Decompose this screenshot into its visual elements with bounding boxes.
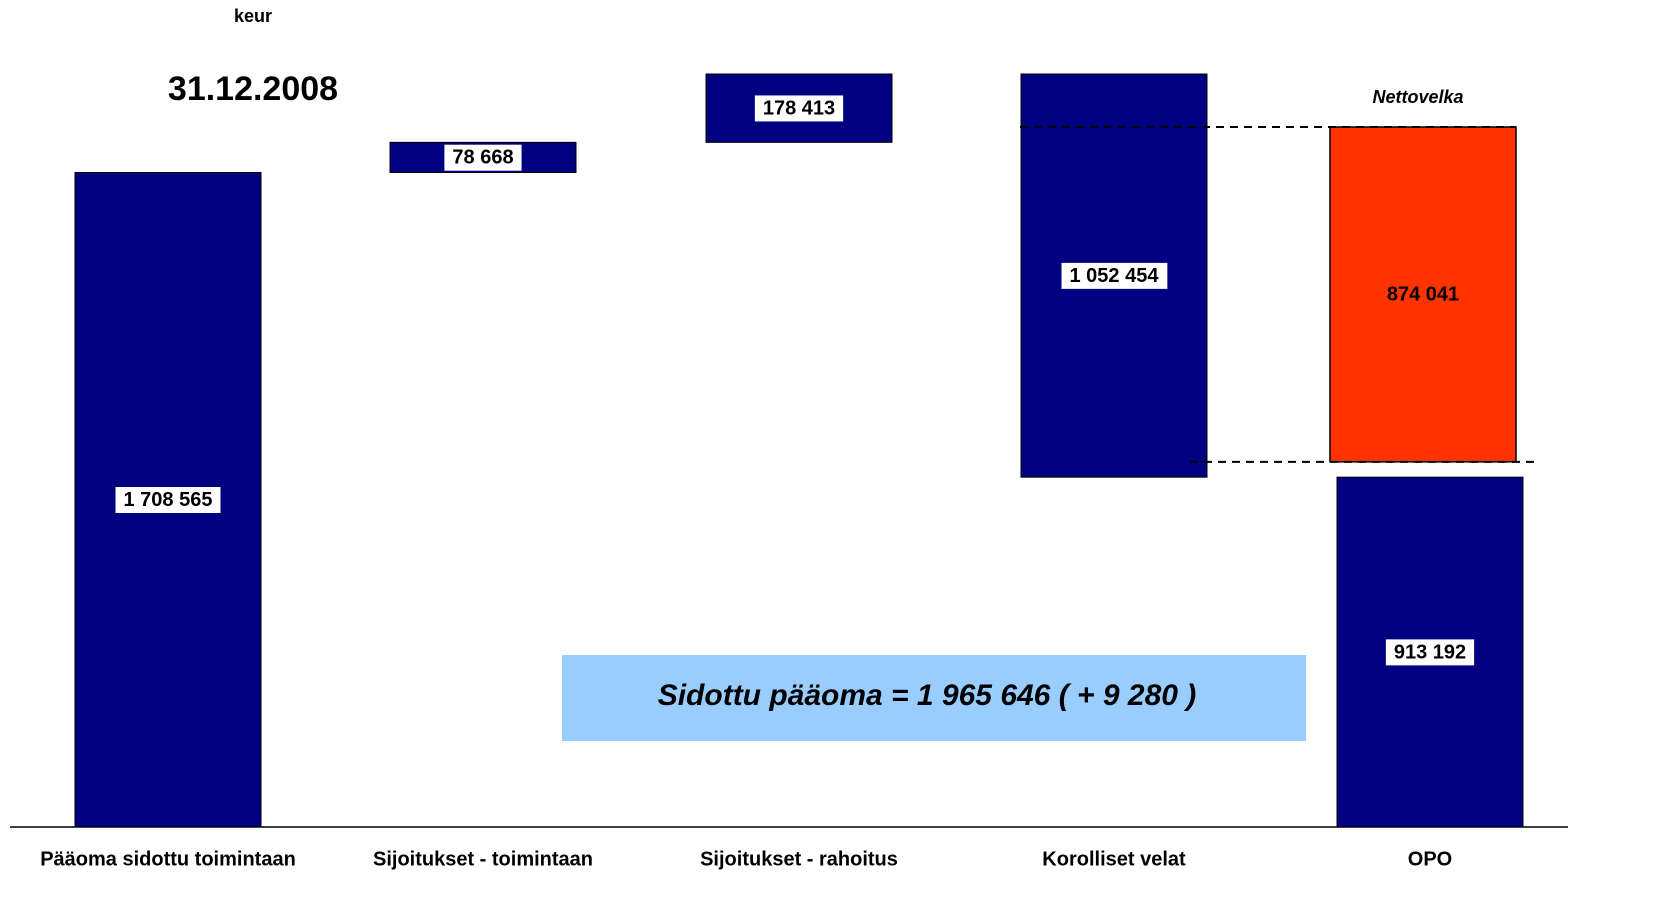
value-label: 78 668 — [452, 147, 513, 169]
net-debt-title: Nettovelka — [1372, 87, 1463, 107]
x-tick-label: Sijoitukset - rahoitus — [700, 848, 898, 870]
value-label: 178 413 — [763, 97, 835, 119]
value-label-box — [754, 95, 844, 122]
x-tick-label: Korolliset velat — [1042, 848, 1186, 870]
value-label: 913 192 — [1394, 641, 1466, 663]
unit-label: keur — [234, 6, 272, 26]
x-tick-label: Pääoma sidottu toimintaan — [40, 848, 296, 870]
annotation-box — [562, 655, 1306, 741]
value-label-box — [1061, 262, 1168, 289]
value-label: 1 708 565 — [124, 489, 213, 511]
value-label: 1 052 454 — [1070, 265, 1160, 287]
value-label: 874 041 — [1387, 284, 1459, 306]
value-label-box — [115, 487, 221, 514]
x-tick-label: OPO — [1408, 848, 1452, 870]
net-debt-bar — [1329, 126, 1517, 463]
chart-title: 31.12.2008 — [168, 70, 338, 108]
value-label-box — [444, 144, 522, 171]
value-label-box — [1385, 639, 1475, 666]
x-tick-label: Sijoitukset - toimintaan — [373, 848, 593, 870]
annotation: Sidottu pääoma = 1 965 646 ( + 9 280 ) — [658, 679, 1197, 712]
